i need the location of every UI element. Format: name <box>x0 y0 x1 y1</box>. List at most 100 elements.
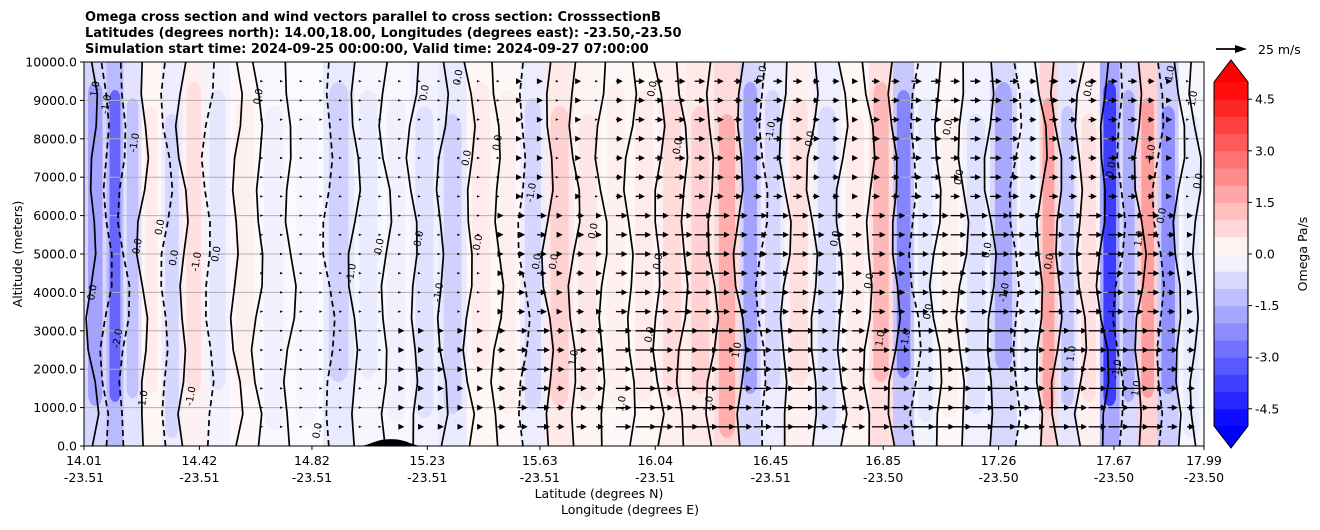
wind-vector <box>655 404 674 411</box>
wind-vector-head <box>580 423 587 430</box>
wind-vector-head <box>657 174 664 181</box>
wind-vector-head <box>339 425 343 428</box>
contour-line <box>135 62 150 446</box>
omega-band-core <box>691 106 710 394</box>
wind-vector <box>812 366 829 373</box>
wind-vector-head <box>519 270 526 277</box>
wind-vector <box>417 233 421 236</box>
wind-vector-head <box>417 233 421 236</box>
wind-vector-head <box>842 366 849 373</box>
wind-vector <box>793 78 803 85</box>
wind-vector <box>417 176 421 179</box>
wind-vector-head <box>544 347 551 353</box>
wind-vector-head <box>496 156 500 160</box>
wind-vector-head <box>1157 327 1164 334</box>
wind-vector <box>852 270 862 277</box>
wind-vector <box>556 270 563 277</box>
wind-vector <box>457 272 461 275</box>
wind-vector <box>1147 116 1155 123</box>
wind-vector-head <box>788 404 795 411</box>
wind-vector <box>457 99 461 102</box>
wind-vector <box>734 212 748 219</box>
x-tick-label-lat: 15.63 <box>522 453 558 468</box>
contour-label: 0.0 <box>829 230 843 248</box>
wind-vector-head <box>1123 347 1130 353</box>
wind-vector <box>950 289 967 296</box>
wind-vector-head <box>1013 193 1020 200</box>
wind-vector-head <box>1171 366 1178 373</box>
wind-vector-head <box>437 252 441 256</box>
wind-vector <box>596 270 603 277</box>
contour-label: -1.0 <box>100 94 114 115</box>
wind-vector <box>655 135 664 142</box>
wind-vector-head <box>802 308 809 315</box>
wind-vector-head <box>833 174 840 181</box>
wind-vector-head <box>855 231 862 238</box>
wind-vector <box>1009 193 1020 200</box>
wind-vector-head <box>339 387 343 390</box>
wind-vector-head <box>540 308 547 315</box>
wind-vector <box>950 116 961 123</box>
wind-vector <box>615 347 632 353</box>
wind-vector <box>674 135 686 142</box>
wind-vector-head <box>299 348 303 352</box>
wind-vector <box>812 251 825 257</box>
wind-vector <box>279 272 283 275</box>
wind-vector-head <box>1148 193 1155 200</box>
wind-vector-head <box>437 272 441 275</box>
wind-vector-head <box>477 385 484 392</box>
wind-vector-head <box>1096 289 1103 296</box>
wind-vector <box>911 193 922 200</box>
wind-vector-head <box>457 195 461 198</box>
x-tick-label-lat: 17.67 <box>1096 453 1132 468</box>
wind-vector <box>260 176 264 179</box>
wind-vector <box>753 116 762 123</box>
wind-vector-head <box>476 156 480 160</box>
wind-vector <box>734 78 743 85</box>
quiver-key-label: 25 m/s <box>1258 42 1301 57</box>
wind-vector-head <box>575 116 582 123</box>
wind-vector-head <box>378 214 382 217</box>
omega-band-core <box>663 98 682 398</box>
wind-vector <box>694 174 706 181</box>
wind-vector-head <box>1153 289 1160 296</box>
wind-vector-head <box>960 270 967 277</box>
wind-vector-head <box>319 348 323 352</box>
wind-vector <box>793 212 809 219</box>
wind-vector-head <box>260 176 264 179</box>
contour-label: 1.0 <box>89 80 103 98</box>
wind-vector <box>714 270 730 277</box>
wind-vector-head <box>855 212 862 219</box>
wind-vector <box>476 156 480 160</box>
wind-vector-head <box>595 80 599 83</box>
wind-vector-head <box>578 289 585 296</box>
wind-vector-head <box>874 174 881 181</box>
wind-vector-head <box>657 155 664 161</box>
wind-vector-head <box>540 289 547 296</box>
wind-vector <box>299 310 303 313</box>
wind-vector <box>339 368 343 371</box>
wind-vector <box>1128 366 1149 373</box>
wind-vector-head <box>595 99 599 102</box>
wind-vector-head <box>765 423 772 430</box>
wind-vector-head <box>657 116 664 123</box>
wind-vector-head <box>457 291 461 294</box>
wind-vector <box>615 212 628 219</box>
wind-vector <box>1147 289 1160 296</box>
wind-vector-head <box>662 289 669 296</box>
wind-vector-head <box>1081 366 1088 373</box>
wind-vector <box>596 423 604 430</box>
wind-vector <box>260 406 264 409</box>
wind-vector-head <box>1064 347 1071 353</box>
wind-vector <box>1167 231 1176 238</box>
contour-label: -1.0 <box>190 251 204 272</box>
wind-vector <box>575 97 582 104</box>
wind-vector <box>1128 78 1138 85</box>
wind-vector <box>575 78 582 85</box>
wind-vector-head <box>540 270 547 277</box>
wind-vector <box>497 347 506 353</box>
wind-vector-head <box>922 231 929 238</box>
wind-vector-head <box>1186 251 1193 257</box>
wind-vector <box>1167 327 1178 334</box>
wind-vector-head <box>279 425 283 428</box>
